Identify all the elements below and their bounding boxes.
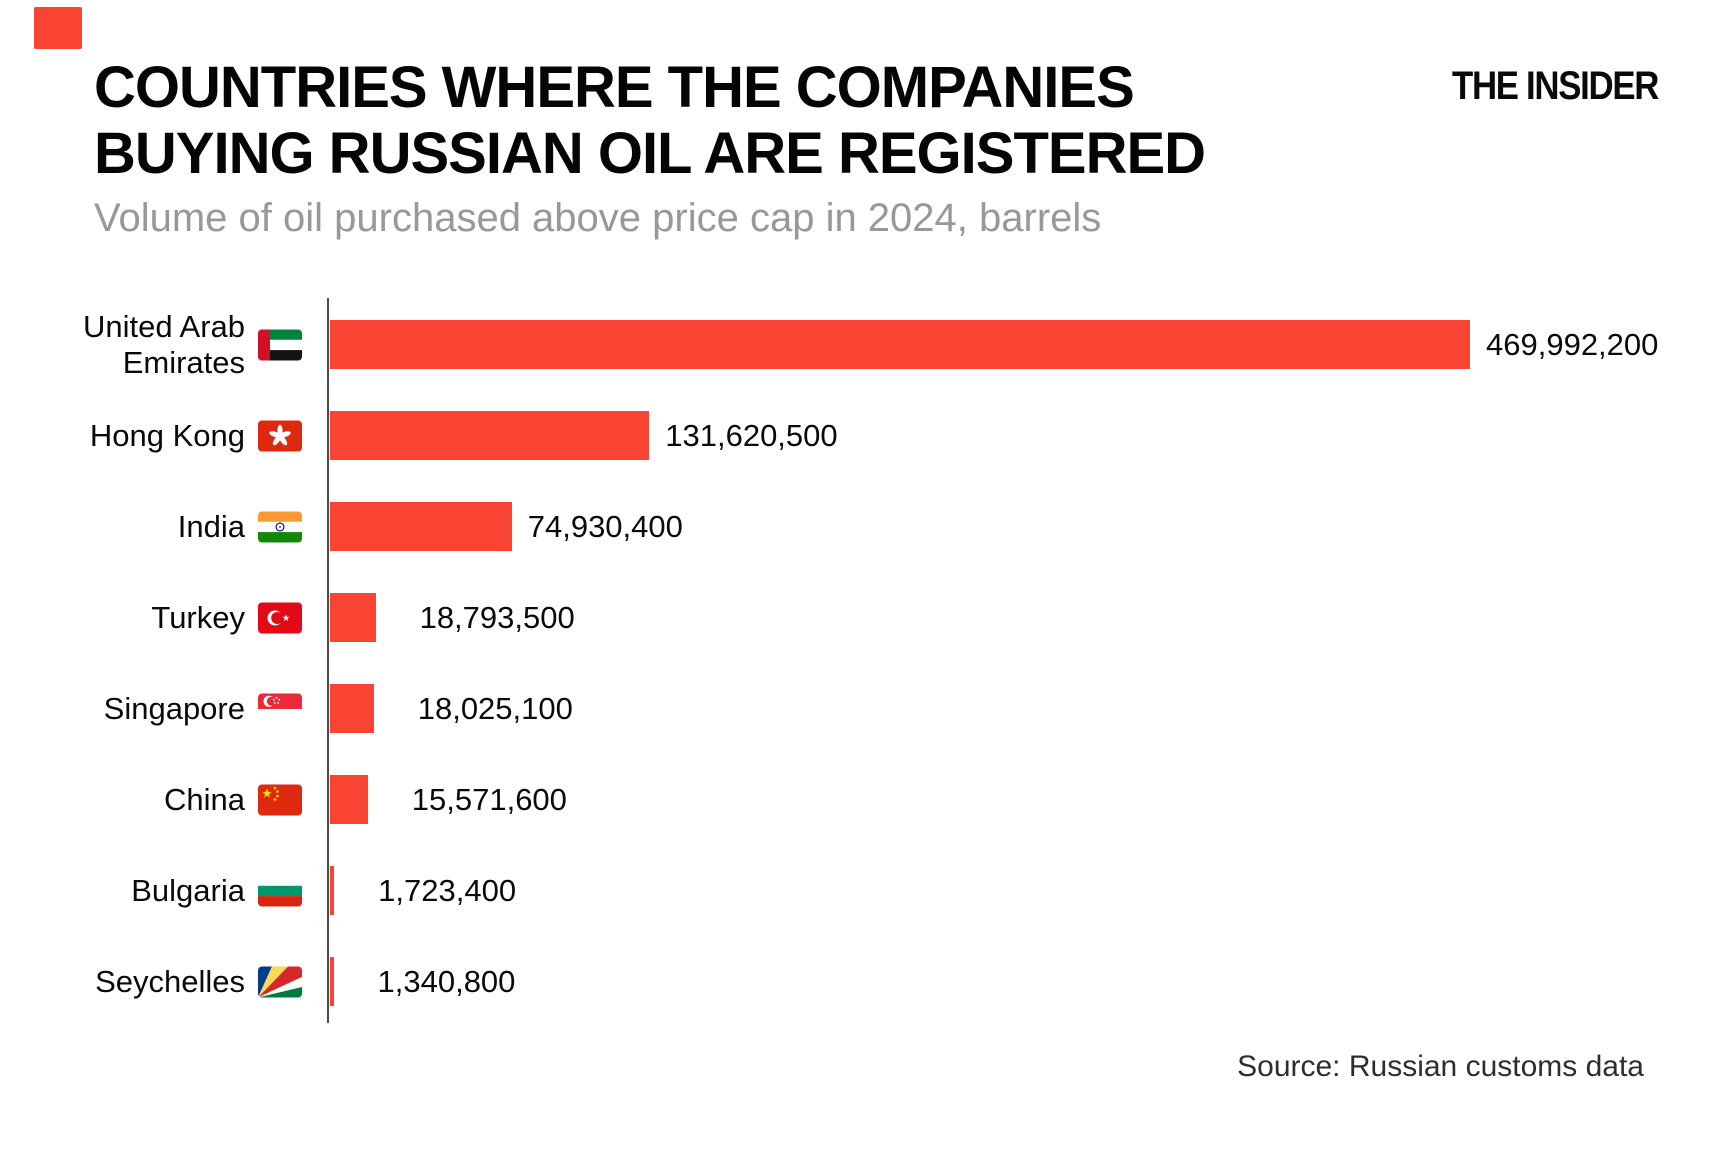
bar-chart: United Arab Emirates 469,992,200 Hong Kong… [0, 298, 1732, 1023]
value-label: 469,992,200 [1486, 327, 1659, 362]
value-label: 1,340,800 [377, 964, 516, 999]
country-label: Seychelles [95, 963, 245, 999]
value-label: 1,723,400 [378, 873, 517, 908]
chart-title-line2: BUYING RUSSIAN OIL ARE REGISTERED [94, 121, 1206, 187]
brand-square-logo [34, 7, 82, 49]
the-insider-wordmark: THE INSIDER [1452, 64, 1659, 108]
value-label: 131,620,500 [665, 418, 838, 453]
chart-title: COUNTRIES WHERE THE COMPANIES BUYING RUS… [94, 55, 1206, 187]
bar-row: India 74,930,400 [0, 502, 1732, 551]
country-label: China [164, 781, 245, 817]
bar-row: Bulgaria 1,723,400 [0, 866, 1732, 915]
value-bar [330, 502, 512, 551]
y-axis-line [327, 298, 329, 1023]
flag-in-icon [258, 511, 302, 542]
bar-row: United Arab Emirates 469,992,200 [0, 308, 1732, 380]
country-label: India [177, 508, 245, 544]
flag-bg-icon [258, 875, 302, 906]
flag-ae-icon [258, 329, 302, 360]
country-label: United Arab Emirates [83, 308, 245, 380]
source-note: Source: Russian customs data [1237, 1050, 1644, 1083]
value-bar [330, 775, 368, 824]
flag-tr-icon [258, 602, 302, 633]
country-label: Turkey [151, 599, 245, 635]
flag-sc-icon [258, 966, 302, 997]
flag-sg-icon [258, 693, 302, 724]
bar-row: Turkey 18,793,500 [0, 593, 1732, 642]
flag-cn-icon [258, 784, 302, 815]
country-label: Bulgaria [131, 872, 245, 908]
chart-title-line1: COUNTRIES WHERE THE COMPANIES [94, 55, 1135, 120]
value-label: 18,025,100 [417, 691, 573, 726]
chart-subtitle: Volume of oil purchased above price cap … [94, 196, 1102, 240]
country-label: Hong Kong [89, 417, 245, 453]
value-bar [330, 957, 334, 1006]
value-label: 74,930,400 [527, 509, 683, 544]
value-bar [330, 684, 374, 733]
bar-row: Singapore 18,025,100 [0, 684, 1732, 733]
bar-row: Hong Kong 131,620,500 [0, 411, 1732, 460]
value-label: 15,571,600 [411, 782, 567, 817]
value-bar [330, 866, 335, 915]
value-bar [330, 320, 1470, 369]
value-label: 18,793,500 [419, 600, 575, 635]
flag-hk-icon [258, 420, 302, 451]
value-bar [330, 593, 376, 642]
value-bar [330, 411, 650, 460]
country-label: Singapore [103, 690, 245, 726]
bar-row: Seychelles 1,340,800 [0, 957, 1732, 1006]
bar-row: China 15,571,600 [0, 775, 1732, 824]
